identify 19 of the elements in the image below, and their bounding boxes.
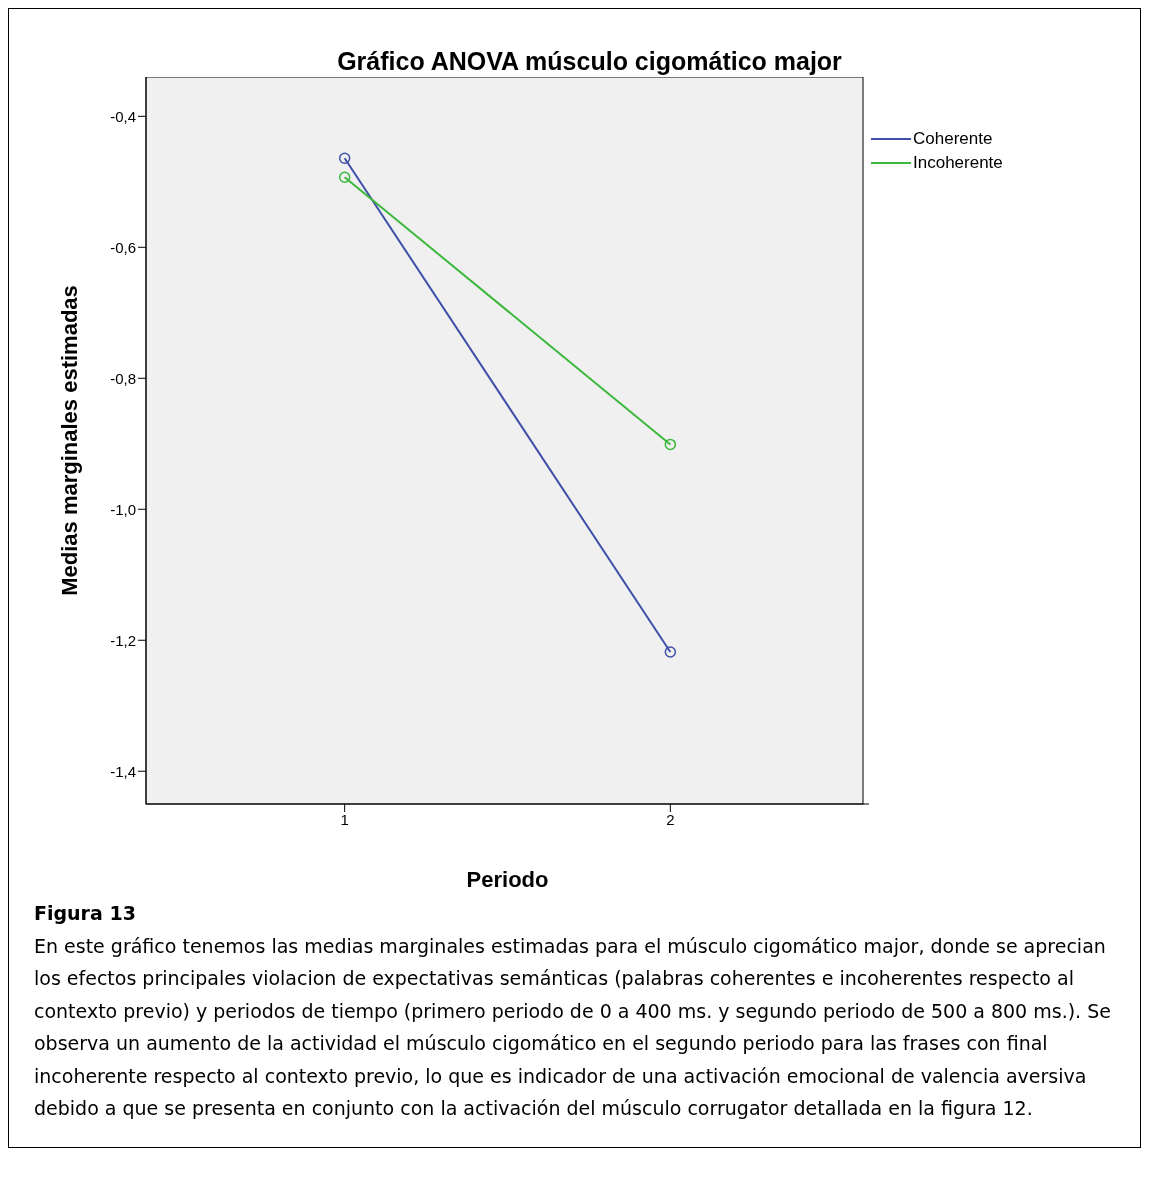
x-tick-label: 1 [340,810,349,828]
y-tick-label: -1,2 [110,631,136,649]
text: Figura 13 [34,901,137,926]
point [338,171,351,183]
y-tick-label: -0,8 [110,369,136,387]
point [664,438,677,451]
chart-title: Gráfico ANOVA músculo cigomático major [336,47,843,77]
x-axis-title: Periodo [466,867,549,892]
y-tick-label: -1,0 [110,500,136,518]
point [664,646,677,658]
text: En este gráfico tenemos las medias marginales estimadas para el músculo cigomático major, donde se aprecian los efectos principales violacion de expectativas semánticas (palabras coherentes e incoherentes respecto al contexto previo) y periodos de tiempo (primero periodo de 0 a 400 ms. y segundo periodo de 500 a 800 ms.). Se observa un aumento de la actividad el músculo cigomático en el segundo periodo para las frases con final incoherente respecto al contexto previo, lo que es indicador de una activación emocional de valencia aversiva debido a que se presenta en conjunto con la activación del músculo corrugator detallada en la figura 12. [34,933,1112,1121]
point [338,152,351,164]
legend-label: Coherente [913,129,993,149]
x-tick-label: 2 [666,810,675,828]
y-tick-label: -0,6 [110,238,136,256]
y-tick-label: -0,4 [110,107,136,125]
legend-label: Incoherente [913,153,1003,173]
y-tick-label: -1,4 [110,762,136,780]
y-axis-title: Medias marginales estimadas [56,285,82,596]
